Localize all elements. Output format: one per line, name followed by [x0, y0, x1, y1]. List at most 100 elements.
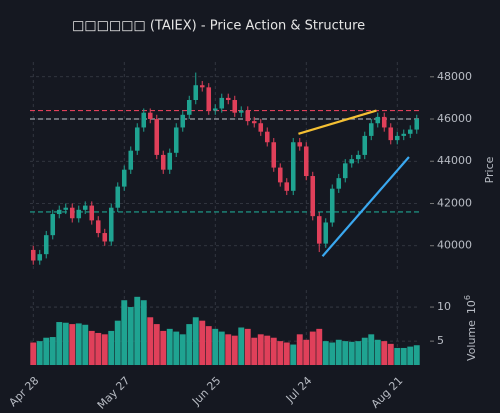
- y-tick-label: 5: [437, 334, 444, 347]
- candle-body: [186, 100, 192, 115]
- volume-bar: [108, 330, 115, 365]
- candle-body: [355, 154, 361, 160]
- volume-bar: [160, 330, 167, 365]
- volume-axis-label: Volume 106: [463, 295, 479, 361]
- candle-body: [160, 154, 166, 170]
- volume-bar: [192, 317, 199, 365]
- candle-body: [63, 207, 69, 210]
- candle-body: [284, 182, 290, 191]
- volume-bar: [381, 341, 388, 365]
- candle-body: [173, 127, 179, 153]
- candle-body: [407, 129, 413, 134]
- candle-body: [82, 205, 88, 210]
- volume-exponent-base: 10: [465, 300, 478, 314]
- candle-body: [368, 123, 374, 136]
- candle-body: [238, 110, 244, 113]
- volume-bar: [95, 332, 102, 365]
- candle-body: [245, 110, 251, 122]
- volume-bar: [212, 328, 219, 365]
- candle-body: [56, 209, 62, 215]
- candle-body: [362, 135, 368, 155]
- candle-body: [141, 112, 147, 128]
- candle-body: [37, 254, 43, 261]
- trend-line: [321, 156, 410, 257]
- candle-body: [232, 100, 238, 113]
- volume-exponent-power: 6: [463, 295, 472, 300]
- candle-body: [115, 186, 121, 208]
- x-tick-label: Aug 21: [369, 374, 406, 411]
- candle-body: [251, 121, 257, 124]
- y-tick-label: 10: [437, 300, 451, 313]
- candle-body: [394, 135, 400, 141]
- candle-body: [225, 97, 231, 101]
- candle-body: [134, 127, 140, 151]
- candle-body: [76, 209, 82, 219]
- volume-bar: [186, 324, 193, 365]
- candle-body: [199, 85, 205, 88]
- volume-bar: [257, 334, 264, 365]
- volume-bar: [225, 334, 232, 365]
- volume-bar: [199, 320, 206, 365]
- volume-bar: [49, 337, 56, 365]
- volume-bar: [121, 300, 128, 365]
- volume-bar: [153, 324, 160, 365]
- volume-bar: [147, 317, 154, 365]
- x-tick-label: Jun 25: [189, 374, 223, 408]
- candle-body: [329, 188, 335, 223]
- volume-bar: [82, 324, 89, 365]
- volume-bar: [218, 331, 225, 365]
- candle-body: [89, 205, 95, 221]
- y-tick-label: 40000: [437, 239, 472, 252]
- candle-body: [50, 214, 56, 236]
- candle-body: [147, 112, 153, 120]
- candle-body: [316, 216, 322, 244]
- candle-body: [297, 142, 303, 147]
- candle-body: [323, 222, 329, 244]
- volume-bar: [127, 307, 134, 365]
- volume-bar: [277, 341, 284, 365]
- candle-body: [303, 146, 309, 177]
- candle-body: [271, 142, 277, 168]
- volume-bar: [251, 337, 258, 365]
- volume-bar: [342, 341, 349, 365]
- volume-bar: [36, 341, 43, 365]
- volume-bar: [134, 296, 141, 365]
- candle-body: [290, 142, 296, 191]
- candle-body: [388, 127, 394, 141]
- volume-bar: [205, 326, 212, 365]
- volume-bar: [179, 334, 186, 365]
- candle-body: [95, 220, 101, 234]
- volume-bar: [30, 342, 37, 365]
- candle-body: [43, 235, 49, 255]
- volume-bar: [270, 337, 277, 365]
- volume-bar: [75, 323, 82, 365]
- candle-body: [258, 123, 264, 132]
- x-tick-label: May 27: [95, 374, 133, 412]
- candle-body: [277, 167, 283, 183]
- volume-bar: [62, 322, 69, 365]
- volume-bar: [173, 331, 180, 365]
- volume-bar: [309, 331, 316, 365]
- candle-body: [401, 133, 407, 136]
- x-tick-label: Apr 28: [6, 374, 41, 409]
- volume-bar: [290, 344, 297, 365]
- volume-bar: [283, 342, 290, 365]
- chart-title: □□□□□□ (TAIEX) - Price Action & Structur…: [72, 19, 365, 34]
- candle-body: [180, 114, 186, 128]
- y-tick-label: 48000: [437, 70, 472, 83]
- trend-line: [298, 109, 377, 135]
- volume-bar: [238, 327, 245, 365]
- candle-body: [102, 233, 108, 242]
- volume-bar: [43, 337, 50, 365]
- candle-body: [206, 87, 212, 111]
- candle-body: [193, 85, 199, 101]
- volume-bar: [329, 342, 336, 365]
- candle-body: [30, 249, 36, 261]
- candle-body: [375, 116, 381, 124]
- candle-body: [128, 150, 134, 170]
- y-axis-label: Price: [483, 156, 496, 183]
- candle-body: [69, 207, 75, 219]
- volume-bar: [361, 337, 368, 365]
- volume-bar: [296, 334, 303, 365]
- volume-bar: [303, 339, 310, 365]
